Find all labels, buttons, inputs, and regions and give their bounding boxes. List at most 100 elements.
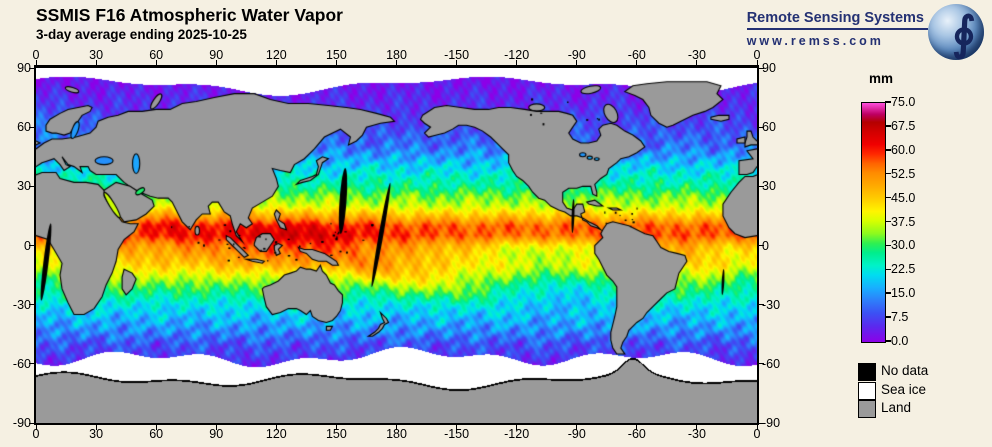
y-tick-mark xyxy=(29,363,34,365)
colorbar-tick-label: 22.5 xyxy=(891,262,916,277)
remss-logo-text: Remote Sensing Systems www.remss.com xyxy=(746,10,928,48)
remss-logo[interactable]: Remote Sensing Systems www.remss.com ∮ xyxy=(746,2,986,62)
x-tick-mark xyxy=(215,425,217,430)
legend-swatch xyxy=(858,400,876,418)
x-tick-mark xyxy=(456,60,458,65)
colorbar-tick-mark xyxy=(885,268,891,271)
y-tick-label: 0 xyxy=(762,238,769,253)
y-tick-label: 60 xyxy=(762,120,776,135)
y-tick-label: -90 xyxy=(12,416,31,430)
legend-label: No data xyxy=(881,363,929,378)
map-frame xyxy=(34,65,759,425)
x-tick-label: -120 xyxy=(504,427,530,441)
y-tick-label: 30 xyxy=(762,179,776,194)
x-tick-label: 30 xyxy=(89,48,104,62)
y-tick-label: 0 xyxy=(24,238,31,253)
x-tick-label: 180 xyxy=(386,427,407,441)
y-tick-label: -30 xyxy=(762,297,781,312)
y-tick-mark xyxy=(759,304,764,306)
legend-swatch xyxy=(858,363,876,381)
x-tick-mark xyxy=(756,425,758,430)
x-tick-mark xyxy=(95,425,97,430)
x-tick-mark xyxy=(275,60,277,65)
x-tick-label: -30 xyxy=(687,427,706,441)
y-tick-mark xyxy=(29,185,34,187)
x-tick-label: -60 xyxy=(627,48,646,62)
colorbar-tick-label: 0.0 xyxy=(891,334,909,348)
legend-swatch xyxy=(858,381,876,400)
x-tick-label: -90 xyxy=(567,48,586,62)
x-tick-label: 150 xyxy=(325,427,347,441)
x-tick-mark xyxy=(516,425,518,430)
x-tick-label: 0 xyxy=(32,48,40,62)
colorbar-tick-label: 30.0 xyxy=(891,238,916,253)
x-tick-mark xyxy=(275,425,277,430)
colorbar-tick-mark xyxy=(885,220,891,223)
x-tick-mark xyxy=(35,60,37,65)
x-tick-label: 60 xyxy=(149,48,164,62)
x-tick-mark xyxy=(335,425,337,430)
y-tick-mark xyxy=(29,67,34,69)
colorbar-tick-label: 60.0 xyxy=(891,142,916,157)
colorbar-tick-mark xyxy=(885,316,891,318)
y-tick-label: 90 xyxy=(17,61,31,75)
y-tick-mark xyxy=(29,422,34,424)
colorbar-tick-mark xyxy=(885,244,891,247)
y-tick-label: -60 xyxy=(12,356,31,371)
y-tick-mark xyxy=(29,126,34,128)
x-tick-label: 90 xyxy=(209,48,224,62)
x-tick-label: 180 xyxy=(386,48,407,62)
colorbar-tick-label: 75.0 xyxy=(891,95,916,109)
page-title: SSMIS F16 Atmospheric Water Vapor xyxy=(36,5,343,25)
earth-globe-icon: ∮ xyxy=(928,4,984,60)
colorbar-tick-mark xyxy=(885,101,891,103)
legend-label: Sea ice xyxy=(881,381,927,397)
colorbar-tick-mark xyxy=(885,292,891,294)
x-tick-mark xyxy=(636,60,638,65)
colorbar-tick-label: 15.0 xyxy=(891,286,916,301)
y-tick-mark xyxy=(759,185,764,187)
remss-logo-url[interactable]: www.remss.com xyxy=(746,34,884,48)
x-tick-label: 150 xyxy=(325,48,347,62)
y-tick-label: -60 xyxy=(762,356,781,371)
y-tick-label: -90 xyxy=(762,416,781,430)
x-tick-mark xyxy=(155,425,157,430)
x-tick-label: 30 xyxy=(89,427,104,441)
x-tick-mark xyxy=(215,60,217,65)
colorbar-tick-label: 45.0 xyxy=(891,190,916,205)
y-tick-mark xyxy=(29,304,34,306)
x-tick-mark xyxy=(456,425,458,430)
x-tick-mark xyxy=(95,60,97,65)
colorbar xyxy=(861,102,886,343)
x-tick-mark xyxy=(155,60,157,65)
x-tick-label: -30 xyxy=(687,48,706,62)
x-tick-mark xyxy=(576,60,578,65)
world-map-canvas xyxy=(36,68,757,423)
y-tick-mark xyxy=(759,422,764,424)
integral-icon: ∮ xyxy=(952,6,976,60)
y-tick-mark xyxy=(759,363,764,365)
x-tick-label: -150 xyxy=(444,427,470,441)
x-tick-mark xyxy=(636,425,638,430)
x-tick-mark xyxy=(396,60,397,65)
x-tick-mark xyxy=(35,425,37,430)
x-tick-mark xyxy=(696,60,698,65)
x-tick-label: 0 xyxy=(753,427,761,441)
x-tick-label: -150 xyxy=(444,48,470,62)
y-tick-mark xyxy=(759,67,764,69)
x-tick-mark xyxy=(696,425,698,430)
colorbar-tick-label: 7.5 xyxy=(891,310,909,325)
y-tick-label: 90 xyxy=(762,61,776,75)
colorbar-tick-mark xyxy=(885,125,891,127)
x-tick-label: 0 xyxy=(32,427,40,441)
colorbar-tick-label: 37.5 xyxy=(891,214,916,229)
y-tick-label: -30 xyxy=(12,297,31,312)
colorbar-tick-label: 52.5 xyxy=(891,166,916,181)
x-tick-mark xyxy=(396,425,397,430)
x-tick-label: 60 xyxy=(149,427,164,441)
legend-label: Land xyxy=(881,400,912,415)
x-tick-label: -90 xyxy=(567,427,586,441)
x-tick-mark xyxy=(756,60,758,65)
page-subtitle: 3-day average ending 2025-10-25 xyxy=(36,27,247,42)
